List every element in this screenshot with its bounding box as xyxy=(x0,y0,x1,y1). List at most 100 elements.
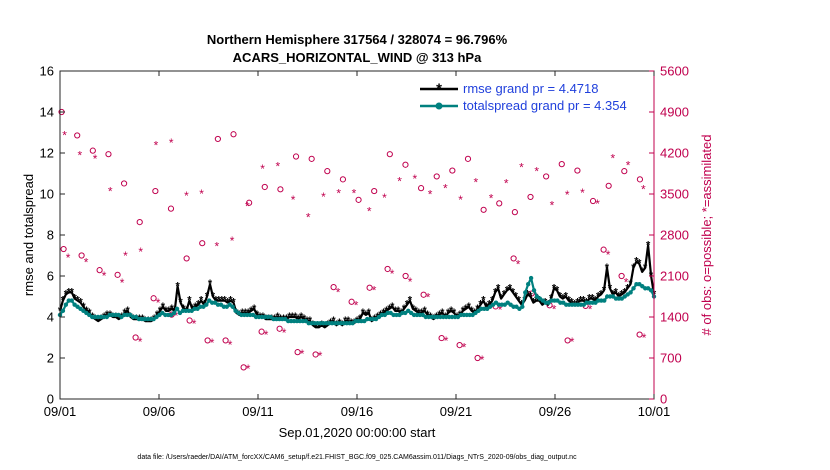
rmse-point: * xyxy=(125,305,130,317)
obs-low-assimilated-marker: * xyxy=(480,353,485,367)
rmse-point: * xyxy=(605,262,610,274)
obs-low-assimilated-marker: * xyxy=(138,335,143,349)
obs-low-possible-marker xyxy=(96,267,103,274)
y2-tick-label: 0 xyxy=(660,392,667,407)
obs-assimilated-marker: * xyxy=(154,138,159,152)
obs-possible-marker xyxy=(402,161,409,168)
obs-low-assimilated-marker: * xyxy=(426,291,431,305)
rmse-point: * xyxy=(387,303,392,315)
obs-low-possible-marker xyxy=(456,342,463,349)
rmse-point: * xyxy=(411,303,416,315)
obs-assimilated-marker: * xyxy=(611,151,616,165)
y2-tick-label: 2100 xyxy=(660,269,689,284)
rmse-point: * xyxy=(255,309,260,321)
x-tick-label: 09/06 xyxy=(143,404,176,419)
totalspread-point xyxy=(60,308,66,314)
rmse-point: * xyxy=(290,311,295,323)
obs-possible-marker xyxy=(89,147,96,154)
obs-assimilated-marker: * xyxy=(199,187,204,201)
rmse-point: * xyxy=(78,297,83,309)
obs-low-possible-marker xyxy=(60,245,67,253)
obs-possible-marker xyxy=(136,219,143,226)
rmse-point: * xyxy=(390,301,395,313)
obs-possible-marker xyxy=(605,182,612,189)
rmse-point: * xyxy=(525,288,530,300)
rmse-point: * xyxy=(637,258,642,270)
rmse-point: * xyxy=(358,313,363,325)
rmse-point: * xyxy=(620,288,625,300)
rmse-point: * xyxy=(61,295,66,307)
y-axis-label: rmse and totalspread xyxy=(21,174,36,296)
obs-low-assimilated-marker: * xyxy=(390,267,395,281)
obs-low-possible-marker xyxy=(330,284,337,291)
rmse-point: * xyxy=(552,282,557,294)
obs-assimilated-marker: * xyxy=(382,191,387,205)
obs-possible-marker xyxy=(371,187,378,195)
obs-assimilated-marker: * xyxy=(108,185,113,199)
obs-low-assimilated-marker: * xyxy=(462,340,467,354)
rmse-point: * xyxy=(193,301,198,313)
rmse-point: * xyxy=(296,313,301,325)
obs-assimilated-marker: * xyxy=(504,176,509,190)
rmse-point: * xyxy=(161,301,166,313)
totalspread-point xyxy=(531,288,537,293)
obs-assimilated-marker: * xyxy=(306,210,311,224)
obs-possible-marker xyxy=(543,173,550,180)
rmse-point: * xyxy=(361,307,366,319)
legend-rmse-label: rmse grand pr = 4.4718 xyxy=(463,81,599,96)
rmse-point: * xyxy=(631,262,636,274)
obs-assimilated-marker: * xyxy=(336,186,341,200)
rmse-point: * xyxy=(205,291,210,303)
rmse-point: * xyxy=(96,315,101,327)
y2-tick-label: 1400 xyxy=(660,310,689,325)
rmse-point: * xyxy=(452,307,457,319)
rmse-point: * xyxy=(170,303,175,315)
rmse-point: * xyxy=(364,309,369,321)
obs-assimilated-marker: * xyxy=(184,189,189,203)
obs-low-possible-marker xyxy=(402,272,409,280)
obs-assimilated-marker: * xyxy=(245,199,250,213)
rmse-point: * xyxy=(446,307,451,319)
obs-assimilated-marker: * xyxy=(123,249,128,263)
obs-assimilated-marker: * xyxy=(550,199,555,213)
rmse-point: * xyxy=(299,311,304,323)
obs-assimilated-marker: * xyxy=(443,182,448,196)
obs-assimilated-marker: * xyxy=(352,186,357,200)
obs-assimilated-marker: * xyxy=(489,192,494,206)
obs-possible-marker xyxy=(386,151,393,158)
rmse-point: * xyxy=(540,299,545,311)
rmse-point: * xyxy=(196,299,201,311)
obs-low-assimilated-marker: * xyxy=(606,248,611,262)
rmse-point: * xyxy=(581,295,586,307)
totalspread-point xyxy=(528,275,534,281)
x-tick-label: 09/21 xyxy=(440,404,473,419)
rmse-point: * xyxy=(505,284,510,296)
rmse-point: * xyxy=(555,284,560,296)
obs-assimilated-marker: * xyxy=(595,197,600,211)
rmse-point: * xyxy=(625,282,630,294)
obs-possible-marker xyxy=(574,167,581,174)
obs-low-possible-marker xyxy=(240,364,247,371)
obs-assimilated-marker: * xyxy=(260,162,265,176)
obs-possible-marker xyxy=(636,176,644,183)
rmse-point: * xyxy=(158,305,163,317)
rmse-point: * xyxy=(214,295,219,307)
obs-possible-marker xyxy=(433,173,440,180)
totalspread-point xyxy=(204,302,209,307)
obs-low-possible-marker xyxy=(438,334,445,342)
obs-possible-marker xyxy=(167,205,175,212)
obs-possible-marker xyxy=(261,183,268,191)
rmse-point: * xyxy=(517,295,522,307)
rmse-point: * xyxy=(252,303,257,315)
rmse-point: * xyxy=(346,315,351,327)
rmse-point: * xyxy=(590,293,595,305)
obs-low-assimilated-marker: * xyxy=(102,269,107,283)
obs-possible-marker xyxy=(230,131,237,138)
rmse-point: * xyxy=(478,299,483,311)
obs-possible-marker xyxy=(120,180,128,187)
obs-markers: * * * * * * * * * * * * * * * * * * * * * * * * * * * * * * * * * * * * * * * *… xyxy=(58,108,647,376)
data-file-footer: data file: /Users/raeder/DAI/ATM_forcXX/… xyxy=(137,454,577,461)
obs-low-assimilated-marker: * xyxy=(372,284,377,298)
obs-low-assimilated-marker: * xyxy=(210,336,215,350)
legend-box xyxy=(414,76,648,119)
